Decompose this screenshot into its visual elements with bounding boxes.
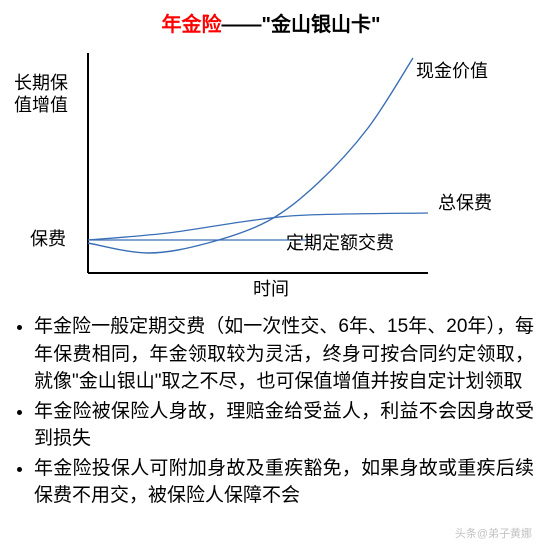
- title-black: ——"金山银山卡": [222, 14, 381, 36]
- title-red: 年金险: [162, 14, 222, 36]
- watermark: 头条@弟子黄娜: [455, 525, 532, 541]
- line-label-total-premium: 总保费: [438, 193, 492, 215]
- line-label-fixed-payment: 定期定额交费: [286, 233, 394, 255]
- bullet-item: 年金险一般定期交费（如一次性交、6年、15年、20年），每年保费相同，年金领取较…: [34, 313, 534, 396]
- y-axis-label-top: 长期保 值增值: [14, 73, 68, 116]
- line-label-cash-value: 现金价值: [416, 61, 488, 83]
- chart-container: 长期保 值增值 保费 时间 现金价值 总保费 定期定额交费: [8, 43, 518, 303]
- bullets-list: 年金险一般定期交费（如一次性交、6年、15年、20年），每年保费相同，年金领取较…: [8, 313, 534, 510]
- bullet-item: 年金险被保险人身故，理赔金给受益人，利益不会因身故受到损失: [34, 398, 534, 453]
- x-axis-label: 时间: [253, 279, 289, 301]
- page-title: 年金险——"金山银山卡": [8, 8, 534, 37]
- bullet-item: 年金险投保人可附加身故及重疾豁免，如果身故或重疾后续保费不用交，被保险人保障不会: [34, 455, 534, 510]
- y-axis-label-mid: 保费: [30, 229, 66, 251]
